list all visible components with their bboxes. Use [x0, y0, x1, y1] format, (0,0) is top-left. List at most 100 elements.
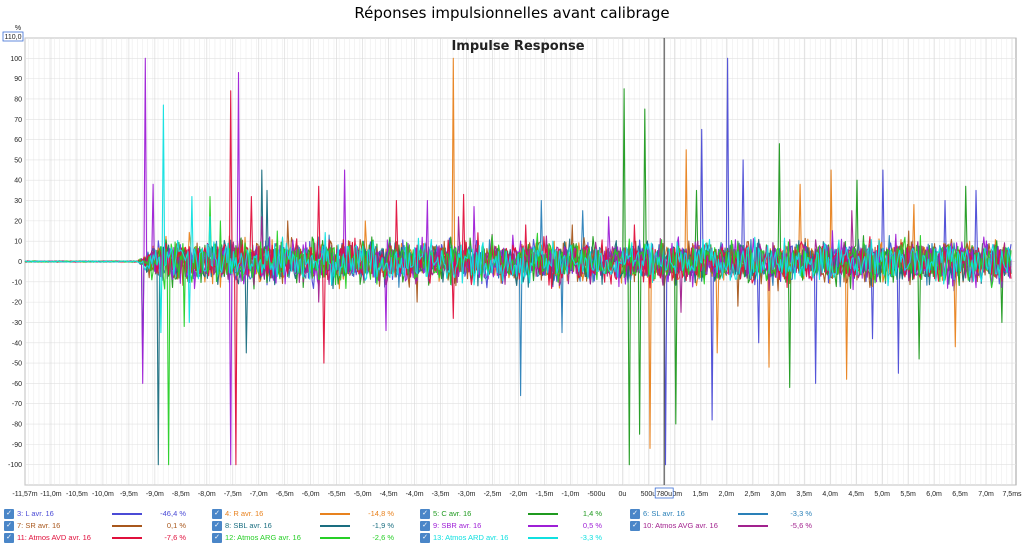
legend-series-name: 7: SR avr. 16: [17, 521, 61, 530]
y-tick-label: 60: [14, 137, 22, 144]
legend-series-name: 3: L avr. 16: [17, 509, 54, 518]
x-tick-label: 3,5m: [796, 491, 812, 498]
legend-value: -14,8 %: [368, 509, 394, 518]
x-tick-label: -7,0m: [250, 491, 268, 498]
legend-series-name: 10: Atmos AVG avr. 16: [643, 521, 718, 530]
legend-item[interactable]: ✓ 12: Atmos ARG avr. 16 -2,6 %: [212, 532, 412, 543]
legend-checkbox[interactable]: ✓: [212, 521, 222, 531]
series-line-11: [24, 104, 1012, 334]
legend-value: -1,9 %: [372, 521, 394, 530]
legend-series-name: 12: Atmos ARG avr. 16: [225, 533, 301, 542]
x-tick-label: 0u: [618, 491, 626, 498]
legend-checkbox[interactable]: ✓: [630, 509, 640, 519]
y-tick-label: -20: [12, 300, 22, 307]
legend-item[interactable]: ✓ 9: SBR avr. 16 0,5 %: [420, 520, 620, 531]
y-tick-label: -90: [12, 442, 22, 449]
legend-item[interactable]: ✓ 6: SL avr. 16 -3,3 %: [630, 508, 830, 519]
x-tick-label: -2,0m: [510, 491, 528, 498]
x-tick-label: 500u: [641, 491, 657, 498]
legend-swatch: [112, 513, 142, 515]
legend-item[interactable]: ✓ 11: Atmos AVD avr. 16 -7,6 %: [4, 532, 204, 543]
x-tick-label: -4,0m: [406, 491, 424, 498]
x-tick-label: -6,0m: [302, 491, 320, 498]
y-tick-label: 70: [14, 117, 22, 124]
legend-item[interactable]: ✓ 10: Atmos AVG avr. 16 -5,6 %: [630, 520, 830, 531]
x-tick-label: -11,57m: [12, 491, 37, 498]
y-unit-label: %: [15, 25, 21, 32]
x-tick-label: 4,0m: [822, 491, 838, 498]
x-tick-label: -10,0m: [92, 491, 114, 498]
x-tick-label: -5,0m: [354, 491, 372, 498]
x-tick-label: -9,0m: [146, 491, 164, 498]
x-tick-label: 6,0m: [926, 491, 942, 498]
y-tick-label: 80: [14, 96, 22, 103]
y-tick-label: -70: [12, 401, 22, 408]
legend-series-name: 6: SL avr. 16: [643, 509, 685, 518]
x-tick-label: 2,0m: [719, 491, 735, 498]
y-tick-label: -10: [12, 279, 22, 286]
legend-value: 0,1 %: [166, 521, 186, 530]
legend-checkbox[interactable]: ✓: [420, 509, 430, 519]
legend-swatch: [320, 537, 350, 539]
y-tick-label: 90: [14, 76, 22, 83]
legend-value: 0,5 %: [582, 521, 602, 530]
legend-swatch: [528, 537, 558, 539]
x-tick-label: -6,5m: [276, 491, 294, 498]
y-tick-label: -80: [12, 422, 22, 429]
legend-swatch: [112, 525, 142, 527]
x-tick-label: 7,0m: [978, 491, 994, 498]
legend-checkbox[interactable]: ✓: [4, 533, 14, 543]
y-tick-label: 30: [14, 198, 22, 205]
y-max-marker-box: [2, 31, 24, 42]
legend-series-name: 11: Atmos AVD avr. 16: [17, 533, 91, 542]
window-title: Réponses impulsionnelles avant calibrage: [354, 4, 670, 22]
x-tick-label: -1,5m: [536, 491, 554, 498]
x-tick-label: 6,5m: [952, 491, 968, 498]
legend-checkbox[interactable]: ✓: [4, 521, 14, 531]
legend-item[interactable]: ✓ 8: SBL avr. 16 -1,9 %: [212, 520, 412, 531]
x-tick-label: -8,0m: [198, 491, 216, 498]
y-tick-label: 10: [14, 239, 22, 246]
legend-series-name: 8: SBL avr. 16: [225, 521, 272, 530]
legend-checkbox[interactable]: ✓: [420, 533, 430, 543]
y-tick-label: 50: [14, 157, 22, 164]
legend-item[interactable]: ✓ 3: L avr. 16 -46,4 %: [4, 508, 204, 519]
x-tick-label: -2,5m: [484, 491, 502, 498]
x-tick-label: -1,0m: [561, 491, 579, 498]
x-tick-label: -11,0m: [40, 491, 61, 498]
y-tick-label: -30: [12, 320, 22, 327]
legend-swatch: [320, 525, 350, 527]
legend-item[interactable]: ✓ 7: SR avr. 16 0,1 %: [4, 520, 204, 531]
legend-series-name: 4: R avr. 16: [225, 509, 264, 518]
legend-swatch: [738, 513, 768, 515]
legend-swatch: [528, 525, 558, 527]
legend: ✓ 3: L avr. 16 -46,4 % ✓ 4: R avr. 16 -14,8 %…: [0, 506, 1024, 543]
legend-item[interactable]: ✓ 4: R avr. 16 -14,8 %: [212, 508, 412, 519]
y-tick-label: -100: [8, 462, 22, 469]
legend-checkbox[interactable]: ✓: [212, 533, 222, 543]
impulse-response-chart[interactable]: 1009080706050403020100-10-20-30-40-50-60…: [0, 0, 1024, 506]
x-tick-label: -8,5m: [172, 491, 190, 498]
legend-swatch: [320, 513, 350, 515]
legend-series-name: 9: SBR avr. 16: [433, 521, 482, 530]
legend-item[interactable]: ✓ 5: C avr. 16 1,4 %: [420, 508, 620, 519]
legend-checkbox[interactable]: ✓: [420, 521, 430, 531]
legend-value: -3,3 %: [580, 533, 602, 542]
legend-checkbox[interactable]: ✓: [212, 509, 222, 519]
y-tick-label: -40: [12, 340, 22, 347]
x-tick-label: 2,5m: [744, 491, 760, 498]
y-tick-label: 40: [14, 178, 22, 185]
legend-swatch: [528, 513, 558, 515]
x-tick-label: 7,5ms: [1002, 491, 1022, 498]
y-tick-label: -50: [12, 361, 22, 368]
x-tick-label: 1,0m: [667, 491, 683, 498]
y-tick-label: 20: [14, 218, 22, 225]
legend-value: -2,6 %: [372, 533, 394, 542]
legend-checkbox[interactable]: ✓: [630, 521, 640, 531]
legend-value: -5,6 %: [790, 521, 812, 530]
legend-checkbox[interactable]: ✓: [4, 509, 14, 519]
legend-series-name: 5: C avr. 16: [433, 509, 472, 518]
x-tick-label: 5,5m: [900, 491, 916, 498]
x-tick-label: -500u: [587, 491, 605, 498]
legend-item[interactable]: ✓ 13: Atmos ARD avr. 16 -3,3 %: [420, 532, 620, 543]
